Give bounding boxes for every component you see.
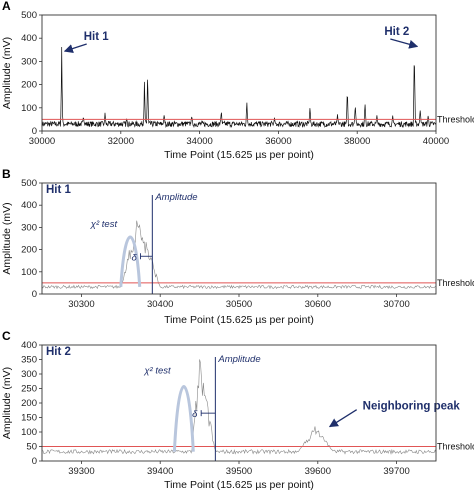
panel-letter: C (2, 329, 11, 343)
y-tick-label: 350 (21, 355, 37, 366)
chi-square-curve (119, 235, 142, 287)
threshold-label: Threshold (437, 442, 474, 452)
annotation-arrow (390, 38, 419, 49)
panel-C: C 0 50 100 150 200 250 300 350 400 39300 39400 39500… (1, 329, 474, 491)
y-tick-label: 0 (32, 126, 37, 137)
panel-letter: A (2, 0, 11, 13)
y-tick-label: 500 (21, 10, 37, 21)
y-tick-label: 300 (21, 56, 37, 67)
plot-frame (41, 182, 437, 295)
series-line (41, 220, 437, 290)
y-tick-label: 0 (32, 456, 37, 467)
x-tick-label: 30300 (68, 299, 94, 310)
x-axis-label: Time Point (15.625 µs per point) (164, 314, 314, 326)
y-tick-label: 200 (21, 398, 37, 409)
annotation-arrow (328, 409, 358, 428)
y-tick-label: 200 (21, 80, 37, 91)
delta-label: δ (132, 252, 138, 263)
y-axis-label: Amplitude (mV) (1, 37, 13, 109)
panel-title: Hit 2 (46, 346, 71, 358)
threshold-label: Threshold (437, 114, 474, 124)
y-tick-label: 150 (21, 413, 37, 424)
x-tick-label: 30700 (383, 299, 409, 310)
x-tick-label: 38000 (344, 136, 370, 147)
chi-square-label: χ² test (143, 365, 171, 376)
y-tick-label: 300 (21, 222, 37, 233)
delta-label: δ (192, 409, 198, 420)
y-axis-label: Amplitude (mV) (1, 202, 13, 274)
x-tick-label: 39300 (68, 466, 94, 477)
annotation-label: Hit 1 (84, 31, 110, 43)
y-tick-label: 250 (21, 384, 37, 395)
y-tick-label: 500 (21, 178, 37, 189)
x-tick-label: 30600 (305, 299, 331, 310)
panel-B: B 0 100 200 300 400 500 30300 30400 30500 30600 307… (1, 167, 474, 326)
x-tick-label: 30400 (147, 299, 173, 310)
x-tick-label: 30000 (29, 136, 55, 147)
annotation-arrow (63, 43, 87, 53)
x-tick-label: 39400 (147, 466, 173, 477)
x-tick-label: 36000 (265, 136, 291, 147)
amplitude-label: Amplitude (217, 354, 260, 365)
y-tick-label: 400 (21, 340, 37, 351)
y-tick-label: 100 (21, 103, 37, 114)
x-tick-label: 39500 (226, 466, 252, 477)
x-tick-label: 39600 (305, 466, 331, 477)
x-tick-label: 30500 (226, 299, 252, 310)
annotation-label: Hit 2 (384, 26, 409, 38)
series-line (41, 359, 437, 455)
x-tick-label: 34000 (186, 136, 212, 147)
y-tick-label: 400 (21, 33, 37, 44)
y-tick-label: 50 (26, 442, 37, 453)
panel-A: A 0 100 200 300 400 500 30000 32000 34000 36000 380… (1, 0, 474, 161)
plot-frame (41, 344, 437, 462)
y-axis-label: Amplitude (mV) (1, 367, 13, 439)
y-tick-label: 100 (21, 427, 37, 438)
threshold-label: Threshold (437, 278, 474, 288)
chi-square-label: χ² test (90, 219, 118, 230)
x-axis-label: Time Point (15.625 µs per point) (164, 479, 314, 491)
y-tick-label: 300 (21, 369, 37, 380)
annotation-label: Neighboring peak (363, 401, 461, 413)
panel-title: Hit 1 (46, 184, 72, 196)
amplitude-label: Amplitude (154, 192, 197, 203)
y-tick-label: 100 (21, 267, 37, 278)
y-tick-label: 400 (21, 200, 37, 211)
y-tick-label: 0 (32, 289, 37, 300)
x-tick-label: 39700 (383, 466, 409, 477)
panel-letter: B (2, 167, 11, 181)
chi-square-curve (172, 384, 195, 452)
y-tick-label: 200 (21, 245, 37, 256)
x-tick-label: 40000 (423, 136, 449, 147)
x-axis-label: Time Point (15.625 µs per point) (164, 149, 314, 161)
x-tick-label: 32000 (108, 136, 134, 147)
series-line (41, 46, 437, 129)
plot-frame (41, 14, 437, 132)
